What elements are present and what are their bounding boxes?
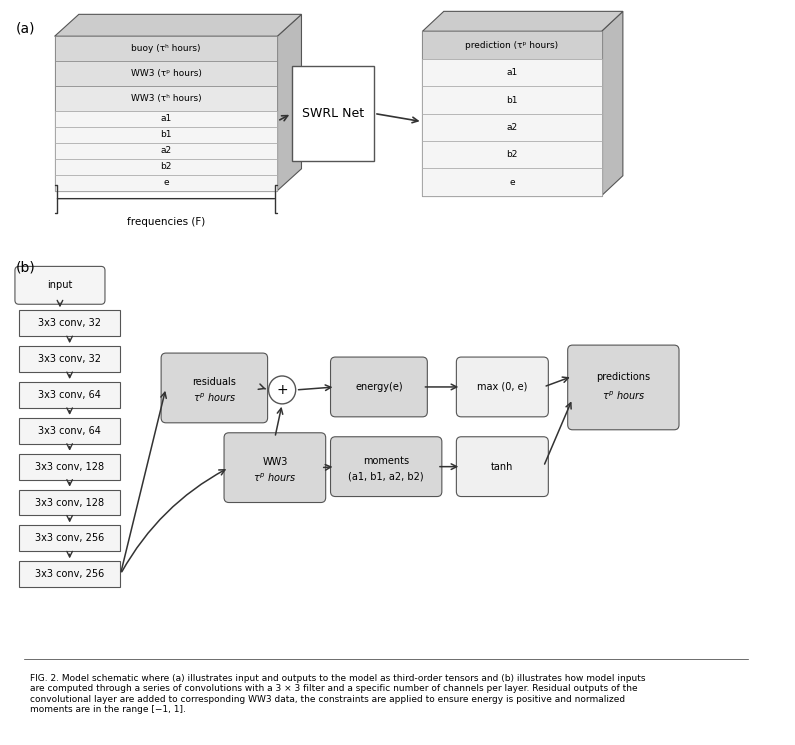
Text: (a1, b1, a2, b2): (a1, b1, a2, b2) <box>348 472 424 481</box>
Bar <box>422 114 602 141</box>
Polygon shape <box>602 11 622 196</box>
Text: b2: b2 <box>161 162 172 171</box>
Bar <box>19 382 121 408</box>
Text: frequencies (F): frequencies (F) <box>127 217 205 226</box>
Bar <box>55 37 277 61</box>
Polygon shape <box>55 14 301 37</box>
Text: max (0, e): max (0, e) <box>477 382 528 392</box>
Text: 3x3 conv, 128: 3x3 conv, 128 <box>35 462 104 472</box>
Text: prediction (τᵖ hours): prediction (τᵖ hours) <box>465 41 559 50</box>
Bar <box>55 159 277 175</box>
Text: 3x3 conv, 64: 3x3 conv, 64 <box>38 390 101 400</box>
FancyBboxPatch shape <box>331 357 428 417</box>
Text: residuals: residuals <box>192 377 236 387</box>
Text: $\tau^p$ hours: $\tau^p$ hours <box>602 389 645 402</box>
Circle shape <box>269 376 296 404</box>
Bar <box>422 86 602 114</box>
Bar <box>422 31 602 196</box>
Polygon shape <box>277 14 301 191</box>
Bar <box>19 346 121 372</box>
Text: 3x3 conv, 64: 3x3 conv, 64 <box>38 426 101 436</box>
Text: tanh: tanh <box>491 462 514 472</box>
Text: e: e <box>510 177 515 186</box>
Polygon shape <box>422 11 622 31</box>
Bar <box>422 141 602 168</box>
Text: input: input <box>47 280 72 291</box>
Text: SWRL Net: SWRL Net <box>302 107 364 120</box>
FancyBboxPatch shape <box>161 353 268 423</box>
Text: buoy (τʰ hours): buoy (τʰ hours) <box>131 44 200 53</box>
Bar <box>422 31 602 59</box>
Bar <box>55 111 277 127</box>
FancyBboxPatch shape <box>568 345 679 430</box>
Text: energy(e): energy(e) <box>355 382 403 392</box>
Text: b1: b1 <box>506 95 518 104</box>
Text: b2: b2 <box>506 150 518 159</box>
Bar <box>55 37 277 191</box>
FancyBboxPatch shape <box>15 267 105 304</box>
Text: a1: a1 <box>506 69 518 77</box>
Bar <box>292 66 374 161</box>
Bar <box>55 61 277 86</box>
Text: moments: moments <box>363 456 409 466</box>
Bar <box>19 489 121 516</box>
Text: 3x3 conv, 256: 3x3 conv, 256 <box>35 569 104 580</box>
Text: e: e <box>163 178 169 187</box>
Bar <box>55 127 277 143</box>
Text: 3x3 conv, 256: 3x3 conv, 256 <box>35 533 104 543</box>
Bar <box>422 168 602 196</box>
Text: 3x3 conv, 32: 3x3 conv, 32 <box>38 354 101 364</box>
Text: WW3: WW3 <box>262 457 288 466</box>
FancyBboxPatch shape <box>224 433 326 503</box>
Bar <box>55 175 277 191</box>
FancyBboxPatch shape <box>331 437 442 496</box>
Text: $\tau^p$ hours: $\tau^p$ hours <box>192 392 236 404</box>
Text: WW3 (τᵖ hours): WW3 (τᵖ hours) <box>130 69 201 78</box>
Text: a2: a2 <box>506 123 518 132</box>
Bar <box>19 525 121 551</box>
Text: 3x3 conv, 128: 3x3 conv, 128 <box>35 498 104 507</box>
Bar <box>422 59 602 86</box>
Bar <box>19 454 121 480</box>
Text: a1: a1 <box>161 115 172 124</box>
Bar <box>19 310 121 336</box>
Text: +: + <box>277 383 288 397</box>
Text: 3x3 conv, 32: 3x3 conv, 32 <box>38 318 101 329</box>
Text: WW3 (τʰ hours): WW3 (τʰ hours) <box>130 94 201 103</box>
FancyBboxPatch shape <box>456 357 549 417</box>
Bar <box>55 86 277 111</box>
Text: b1: b1 <box>161 130 172 139</box>
Bar <box>55 143 277 159</box>
Text: (a): (a) <box>16 22 36 35</box>
Text: predictions: predictions <box>596 372 650 382</box>
FancyBboxPatch shape <box>456 437 549 496</box>
Text: (b): (b) <box>16 261 36 274</box>
Text: a2: a2 <box>161 146 172 155</box>
Bar <box>19 561 121 587</box>
Bar <box>19 418 121 444</box>
Text: FIG. 2. Model schematic where (a) illustrates input and outputs to the model as : FIG. 2. Model schematic where (a) illust… <box>30 674 646 714</box>
Text: $\tau^p$ hours: $\tau^p$ hours <box>254 472 297 484</box>
